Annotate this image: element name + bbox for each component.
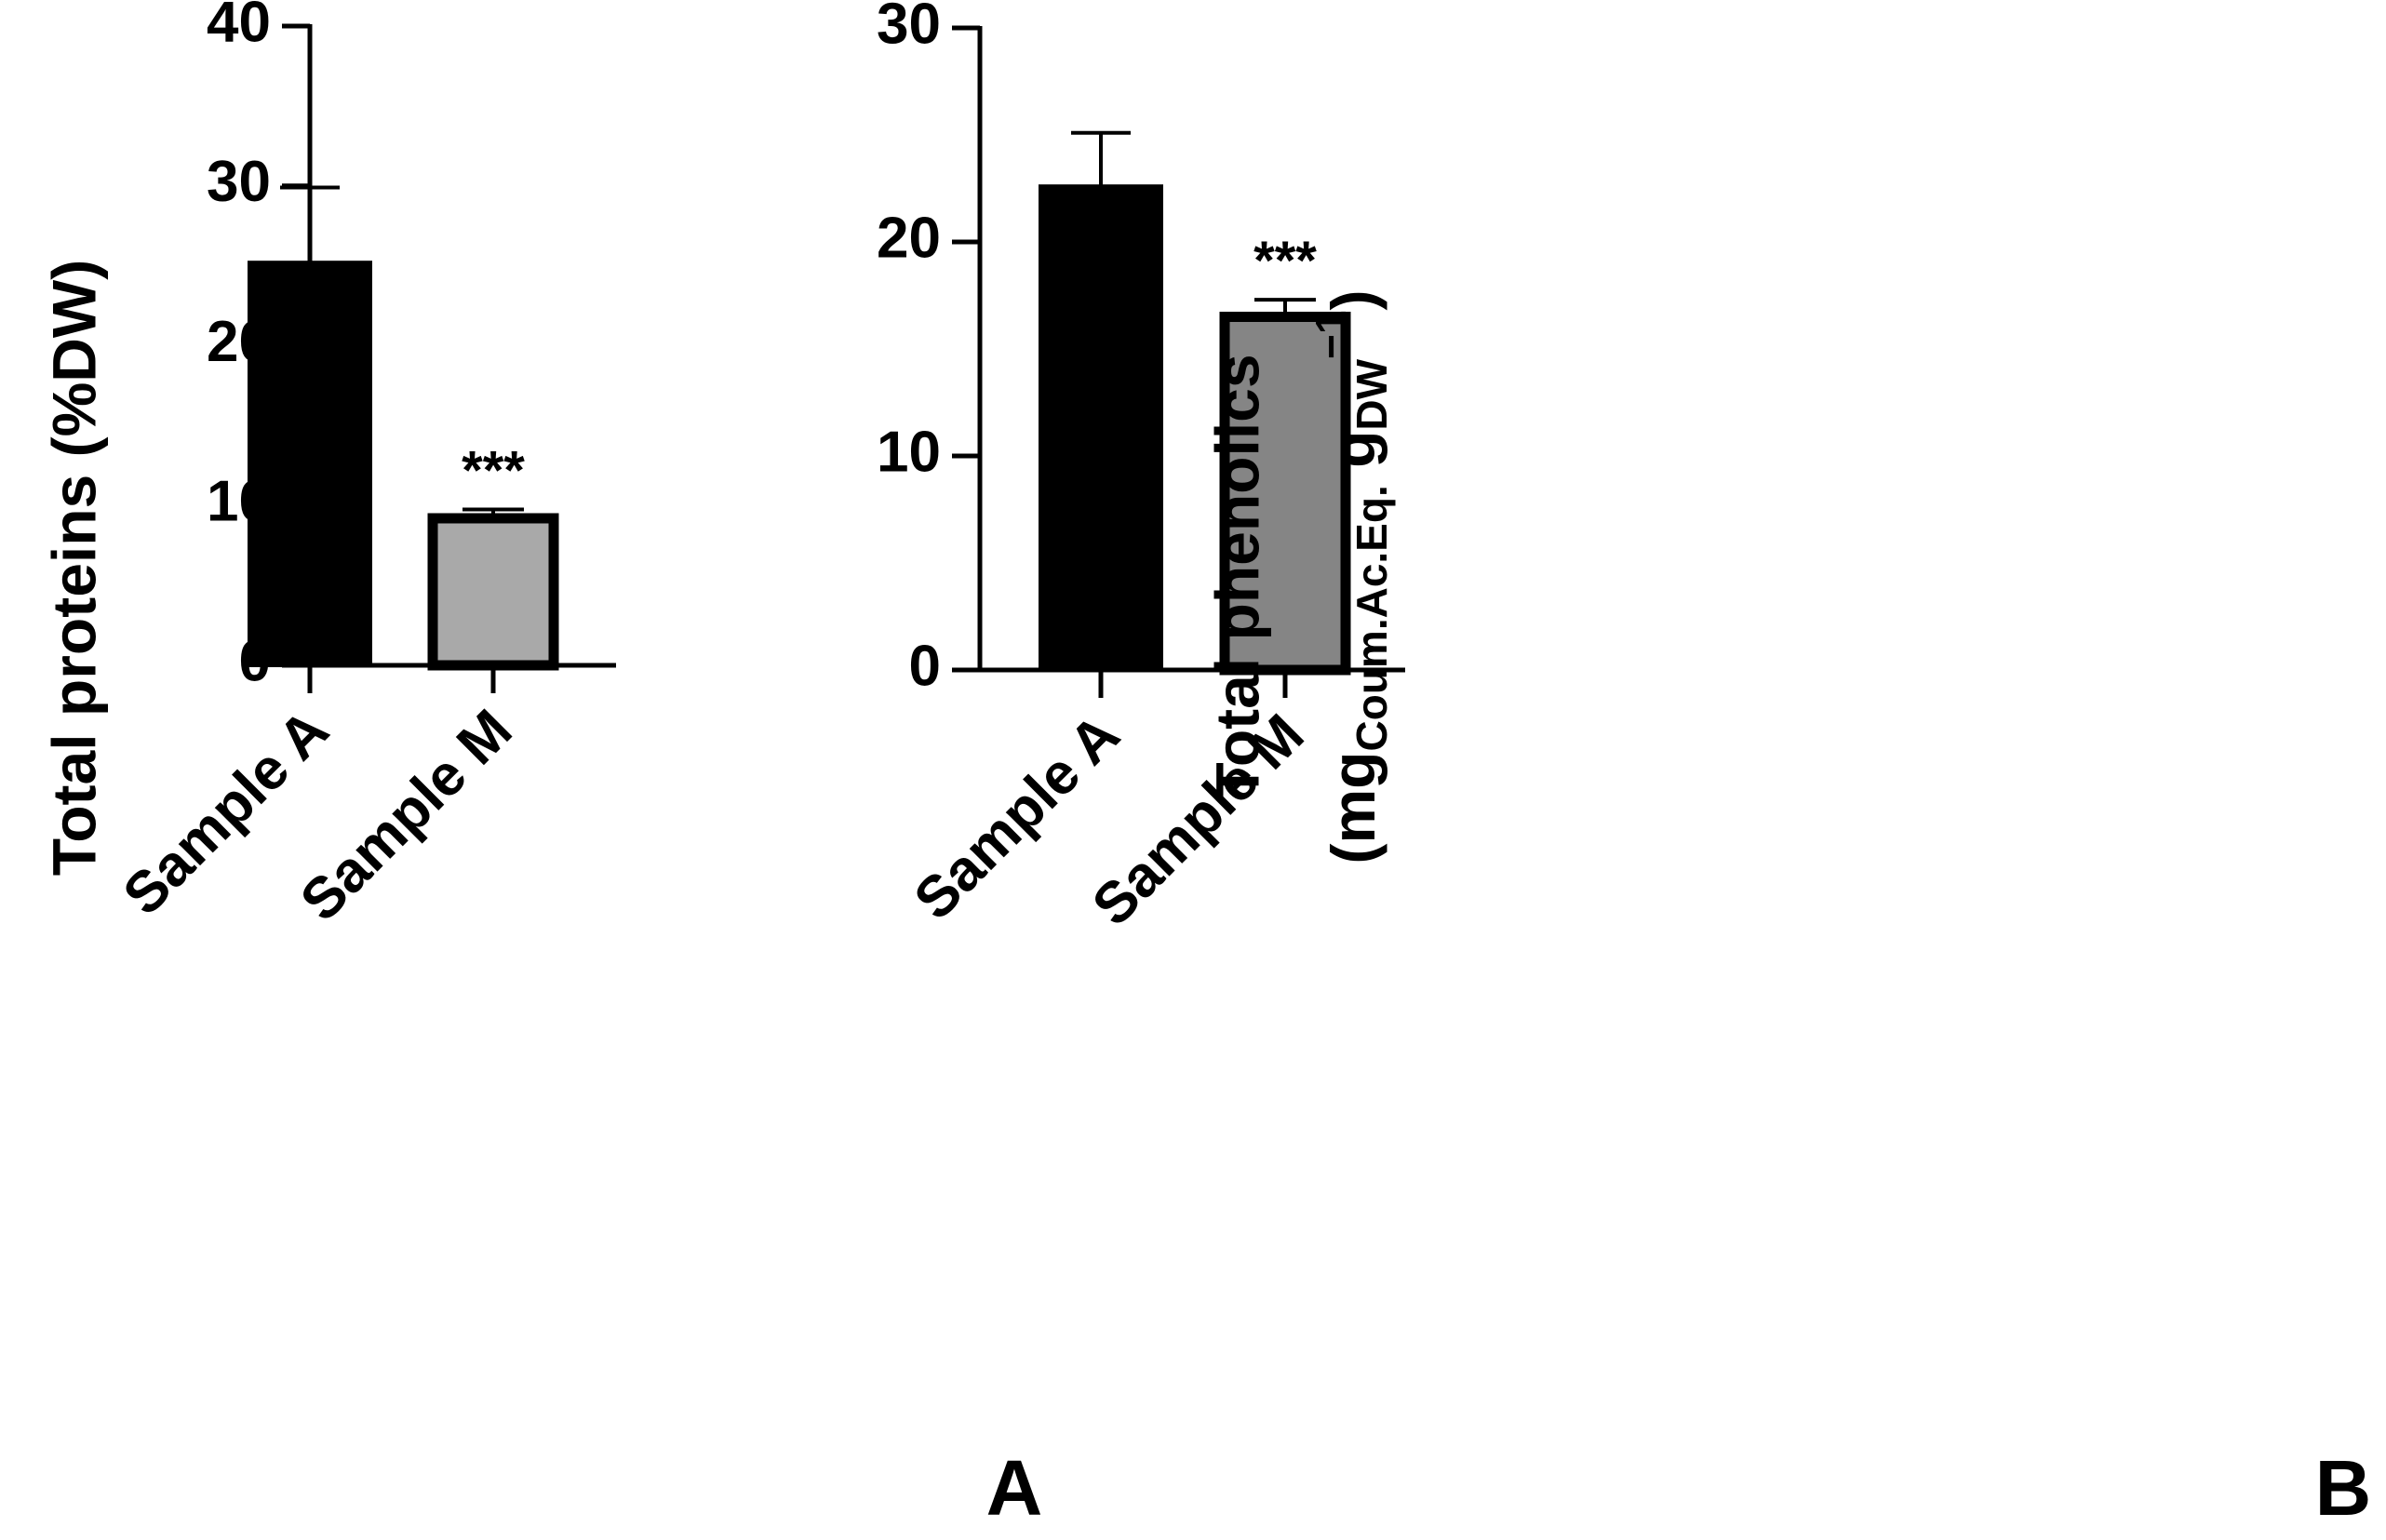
y-axis-title-b-sub1: Coum.Ac.Eq. xyxy=(1347,485,1396,751)
bar-group-a: *** xyxy=(248,185,559,671)
y-tick-label-a-1: 10 xyxy=(207,470,271,534)
panel-label-a: A xyxy=(986,1444,1043,1532)
bar-group-b: *** xyxy=(1039,130,1351,676)
significance-label-a-1: *** xyxy=(462,441,525,502)
y-tick-label-a-3: 30 xyxy=(207,150,271,214)
bar-a-1 xyxy=(427,513,559,671)
y-axis-title-b-line1: Total phenolics xyxy=(1202,354,1271,799)
panel-label-b: B xyxy=(2315,1444,2372,1532)
bar-b-0 xyxy=(1039,184,1163,672)
y-axis-title-b-line2: (mgCoum.Ac.Eq. gDW−1) xyxy=(1307,290,1396,864)
y-axis-title-a: Total proteins (%DW) xyxy=(39,260,108,876)
y-tick-label-b-2: 20 xyxy=(877,206,941,270)
y-axis-title-b-open: (mg xyxy=(1319,752,1387,864)
y-tick-label-a-0: 0 xyxy=(239,629,271,693)
y-tick-label-a-4: 40 xyxy=(207,0,271,54)
y-axis-title-b-g: g xyxy=(1319,431,1387,486)
axes-b xyxy=(952,26,1405,673)
significance-label-b-1: *** xyxy=(1253,231,1317,291)
y-tick-label-a-2: 20 xyxy=(207,310,271,374)
y-axis-title-b-sub2: DW xyxy=(1347,358,1396,430)
y-ticks-a: 0 10 20 30 40 xyxy=(207,0,310,693)
y-tick-label-b-0: 0 xyxy=(909,634,941,698)
y-ticks-b: 0 10 20 30 xyxy=(877,0,980,698)
y-axis-title-b-close: ) xyxy=(1319,290,1387,311)
y-axis-title-b-sup: −1 xyxy=(1307,311,1355,359)
y-tick-label-b-1: 10 xyxy=(877,420,941,484)
y-tick-label-b-3: 30 xyxy=(877,0,941,56)
